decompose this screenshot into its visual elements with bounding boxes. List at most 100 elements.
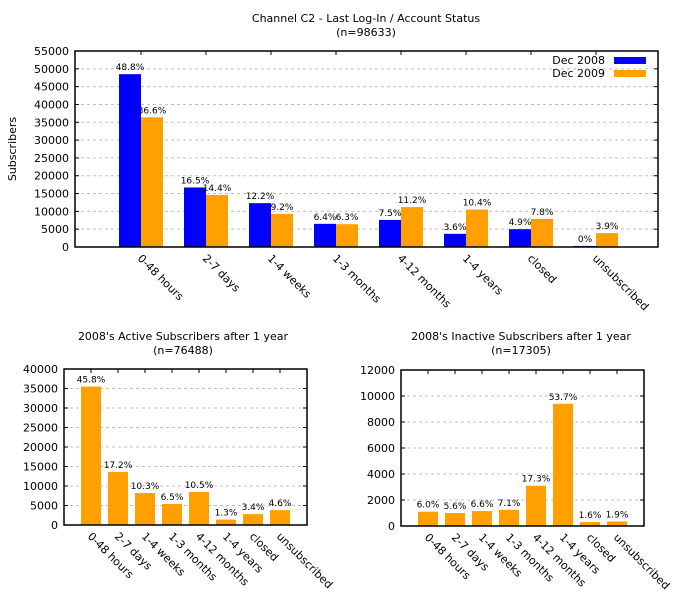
bar-dec-2009-2-7-days <box>206 194 228 247</box>
active-subscribers-chart: 2008's Active Subscribers after 1 year (… <box>23 330 335 591</box>
y-tick-label: 35000 <box>34 116 69 129</box>
bar-inactive-4-12-months <box>526 485 546 526</box>
inactive-subscribers-chart: 2008's Inactive Subscribers after 1 year… <box>360 330 672 592</box>
y-tick-label: 40000 <box>34 98 69 111</box>
y-tick-label: 30000 <box>23 402 58 415</box>
data-label-active-0-48-hours: 45.8% <box>77 376 106 386</box>
data-label-dec-2008-4-12-months: 7.5% <box>379 209 402 219</box>
inactive-chart-subtitle: (n=17305) <box>491 344 551 357</box>
data-label-dec-2009-4-12-months: 11.2% <box>398 196 427 206</box>
main-chart: Channel C2 - Last Log-In / Account Statu… <box>6 12 659 313</box>
data-label-inactive-1-4-weeks: 6.6% <box>471 500 494 510</box>
x-category-label-unsubscribed: unsubscribed <box>274 530 335 591</box>
bar-dec-2008-1-3-months <box>314 223 336 247</box>
data-label-dec-2008-unsubscribed: 0% <box>578 235 593 245</box>
bar-inactive-unsubscribed <box>607 521 627 526</box>
bar-inactive-1-4-years <box>553 403 573 526</box>
bar-active-2-7-days <box>108 471 128 525</box>
data-label-dec-2009-0-48-hours: 36.6% <box>138 106 167 116</box>
data-label-active-1-4-years: 1.3% <box>215 509 238 519</box>
y-tick-label: 10000 <box>360 390 395 403</box>
x-category-label-2-7-days: 2-7 days <box>200 252 243 295</box>
y-tick-label: 0 <box>62 241 69 254</box>
bar-dec-2009-unsubscribed <box>596 233 618 247</box>
bar-active-unsubscribed <box>270 510 290 525</box>
data-label-inactive-closed: 1.6% <box>579 511 602 521</box>
bar-dec-2009-1-4-years <box>466 209 488 247</box>
data-label-active-1-4-weeks: 10.3% <box>131 482 160 492</box>
bar-active-closed <box>243 514 263 525</box>
x-category-label-unsubscribed: unsubscribed <box>590 252 651 313</box>
data-label-active-2-7-days: 17.2% <box>104 461 133 471</box>
y-tick-label: 10000 <box>34 205 69 218</box>
data-label-dec-2008-1-4-weeks: 12.2% <box>246 192 275 202</box>
active-chart-title: 2008's Active Subscribers after 1 year <box>78 330 289 343</box>
bar-active-1-4-weeks <box>135 493 155 525</box>
y-tick-label: 25000 <box>23 422 58 435</box>
x-category-label-1-4-weeks: 1-4 weeks <box>265 252 314 301</box>
bar-dec-2008-closed <box>509 229 531 247</box>
y-tick-label: 45000 <box>34 81 69 94</box>
bar-dec-2008-0-48-hours <box>119 74 141 247</box>
x-category-label-1-4-years: 1-4 years <box>460 252 506 298</box>
y-tick-label: 0 <box>51 519 58 532</box>
y-tick-label: 20000 <box>34 170 69 183</box>
y-tick-label: 40000 <box>23 363 58 376</box>
legend-swatch-dec-2008 <box>614 57 646 64</box>
data-label-dec-2009-1-4-years: 10.4% <box>463 199 492 209</box>
bar-dec-2008-1-4-weeks <box>249 203 271 247</box>
y-tick-label: 15000 <box>23 461 58 474</box>
bar-active-4-12-months <box>189 491 209 525</box>
data-label-dec-2008-1-3-months: 6.4% <box>314 213 337 223</box>
data-label-dec-2008-0-48-hours: 48.8% <box>116 63 145 73</box>
data-label-dec-2009-1-3-months: 6.3% <box>336 213 359 223</box>
bar-active-1-3-months <box>162 503 182 525</box>
data-label-inactive-1-4-years: 53.7% <box>549 393 578 403</box>
x-category-label-closed: closed <box>525 252 559 286</box>
y-tick-label: 50000 <box>34 63 69 76</box>
data-label-inactive-4-12-months: 17.3% <box>522 475 551 485</box>
legend-label-dec-2008: Dec 2008 <box>552 54 605 67</box>
bar-dec-2009-0-48-hours <box>141 117 163 248</box>
y-tick-label: 2000 <box>367 494 395 507</box>
bar-dec-2009-4-12-months <box>401 207 423 247</box>
active-chart-subtitle: (n=76488) <box>153 344 213 357</box>
bar-dec-2009-1-3-months <box>336 224 358 247</box>
data-label-inactive-unsubscribed: 1.9% <box>606 510 629 520</box>
y-tick-label: 20000 <box>23 441 58 454</box>
bar-dec-2008-4-12-months <box>379 219 401 247</box>
data-label-active-closed: 3.4% <box>242 503 265 513</box>
y-tick-label: 10000 <box>23 480 58 493</box>
data-label-dec-2008-2-7-days: 16.5% <box>181 176 210 186</box>
data-label-dec-2009-closed: 7.8% <box>531 208 554 218</box>
data-label-active-1-3-months: 6.5% <box>161 493 184 503</box>
legend-label-dec-2009: Dec 2009 <box>552 67 605 80</box>
data-label-inactive-1-3-months: 7.1% <box>498 499 521 509</box>
data-label-dec-2008-1-4-years: 3.6% <box>444 223 467 233</box>
y-tick-label: 30000 <box>34 134 69 147</box>
inactive-chart-title: 2008's Inactive Subscribers after 1 year <box>411 330 631 343</box>
main-chart-title: Channel C2 - Last Log-In / Account Statu… <box>252 12 480 25</box>
data-label-dec-2009-2-7-days: 14.4% <box>203 184 232 194</box>
bar-inactive-2-7-days <box>445 513 465 526</box>
x-category-label-4-12-months: 4-12 months <box>395 252 454 311</box>
main-chart-legend: Dec 2008 Dec 2009 <box>552 54 646 80</box>
y-tick-label: 5000 <box>41 223 69 236</box>
x-category-label-unsubscribed: unsubscribed <box>611 531 672 592</box>
y-tick-label: 12000 <box>360 364 395 377</box>
data-label-inactive-0-48-hours: 6.0% <box>417 501 440 511</box>
legend-swatch-dec-2009 <box>614 70 646 77</box>
data-label-dec-2009-1-4-weeks: 9.2% <box>271 203 294 213</box>
y-tick-label: 5000 <box>30 500 58 513</box>
data-label-inactive-2-7-days: 5.6% <box>444 502 467 512</box>
y-tick-label: 15000 <box>34 188 69 201</box>
bar-dec-2009-closed <box>531 218 553 247</box>
data-label-active-4-12-months: 10.5% <box>185 481 214 491</box>
bar-active-0-48-hours <box>81 386 101 525</box>
x-category-label-0-48-hours: 0-48 hours <box>135 252 186 303</box>
y-tick-label: 35000 <box>23 383 58 396</box>
data-label-dec-2008-closed: 4.9% <box>509 218 532 228</box>
bar-inactive-0-48-hours <box>418 511 438 526</box>
y-tick-label: 4000 <box>367 468 395 481</box>
